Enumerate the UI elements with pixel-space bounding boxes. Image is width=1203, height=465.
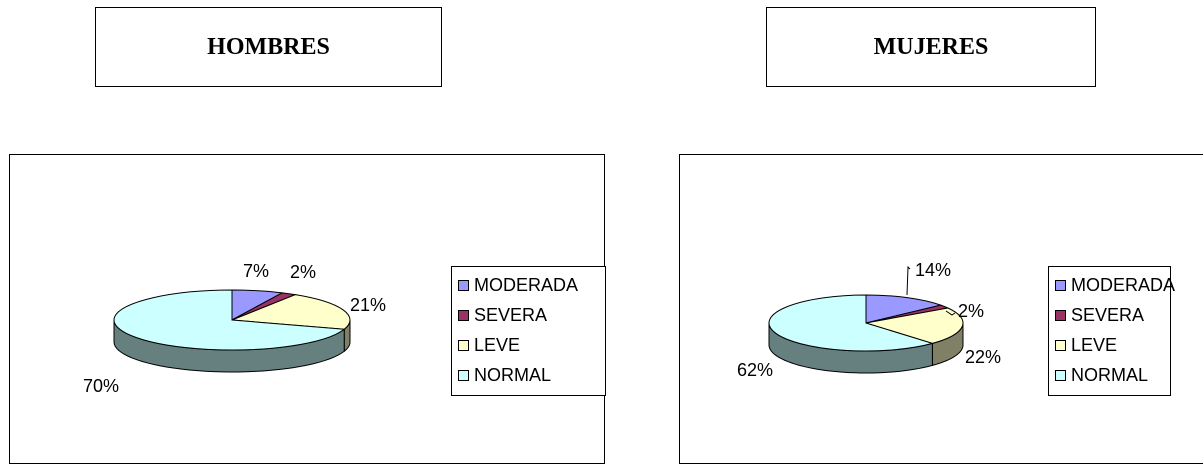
legend-item-moderada: MODERADA bbox=[1055, 275, 1175, 296]
legend-item-leve: LEVE bbox=[1055, 335, 1117, 356]
title-mujeres-text: MUJERES bbox=[873, 33, 989, 60]
pie-chart-mujeres: 14% 2% 22% 62% bbox=[737, 260, 1001, 380]
pie-slice-normal bbox=[768, 294, 935, 352]
legend-item-normal: NORMAL bbox=[1055, 365, 1148, 386]
data-label-normal: 70% bbox=[83, 376, 119, 396]
legend-item-normal: NORMAL bbox=[458, 365, 551, 386]
pie-slice-leve bbox=[231, 294, 351, 330]
legend-hombres: MODERADA SEVERA LEVE NORMAL bbox=[451, 266, 606, 396]
title-hombres-text: HOMBRES bbox=[207, 33, 330, 60]
legend-item-severa: SEVERA bbox=[1055, 305, 1144, 326]
leader-line-1 bbox=[945, 310, 956, 316]
legend-label-severa: SEVERA bbox=[1071, 305, 1145, 325]
legend-item-severa: SEVERA bbox=[458, 305, 547, 326]
data-label-severa: 2% bbox=[958, 301, 984, 321]
title-mujeres: MUJERES bbox=[766, 7, 1096, 87]
pie-slice-moderada bbox=[865, 294, 943, 324]
legend-swatch-leve bbox=[458, 340, 469, 351]
legend-item-moderada: MODERADA bbox=[458, 275, 578, 296]
data-label-moderada: 14% bbox=[915, 260, 951, 280]
pie-side-walls bbox=[768, 322, 964, 374]
pie-slice-normal bbox=[113, 289, 346, 351]
legend-swatch-normal bbox=[1055, 370, 1066, 381]
chart-hombres: 7% 2% 21% 70% MODERADA SEVERA LEVE NORMAL bbox=[9, 154, 606, 464]
legend-swatch-severa bbox=[1055, 310, 1066, 321]
chart-mujeres: 14% 2% 22% 62% MODERADA SEVERA LEVE NORMAL bbox=[679, 154, 1203, 464]
legend-swatch-normal bbox=[458, 370, 469, 381]
data-label-leve: 22% bbox=[965, 347, 1001, 367]
data-label-normal: 62% bbox=[737, 360, 773, 380]
legend-mujeres: MODERADA SEVERA LEVE NORMAL bbox=[1048, 266, 1175, 396]
data-label-leve: 21% bbox=[350, 295, 386, 315]
data-label-moderada: 7% bbox=[243, 261, 269, 281]
leader-line-0 bbox=[906, 265, 911, 296]
legend-label-leve: LEVE bbox=[474, 335, 521, 355]
legend-label-normal: NORMAL bbox=[474, 365, 552, 385]
legend-swatch-leve bbox=[1055, 340, 1066, 351]
legend-swatch-severa bbox=[458, 310, 469, 321]
legend-label-moderada: MODERADA bbox=[474, 275, 579, 295]
legend-label-normal: NORMAL bbox=[1071, 365, 1149, 385]
data-label-severa: 2% bbox=[290, 262, 316, 282]
pie-slice-leve bbox=[865, 307, 964, 344]
legend-label-moderada: MODERADA bbox=[1071, 275, 1176, 295]
title-hombres: HOMBRES bbox=[95, 7, 442, 87]
legend-item-leve: LEVE bbox=[458, 335, 520, 356]
pie-chart-hombres: 7% 2% 21% 70% bbox=[83, 261, 386, 396]
legend-swatch-moderada bbox=[1055, 280, 1066, 291]
legend-label-leve: LEVE bbox=[1071, 335, 1118, 355]
legend-label-severa: SEVERA bbox=[474, 305, 548, 325]
legend-swatch-moderada bbox=[458, 280, 469, 291]
